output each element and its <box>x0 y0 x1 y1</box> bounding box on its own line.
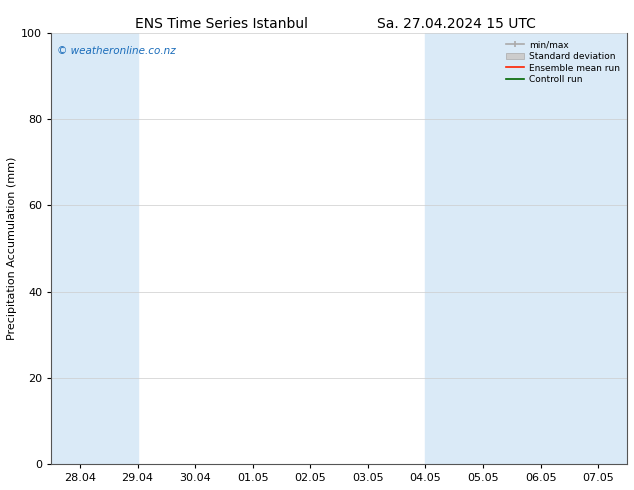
Legend: min/max, Standard deviation, Ensemble mean run, Controll run: min/max, Standard deviation, Ensemble me… <box>503 38 623 87</box>
Text: ENS Time Series Istanbul: ENS Time Series Istanbul <box>136 17 308 31</box>
Bar <box>51 33 138 464</box>
Bar <box>541 33 627 464</box>
Text: Sa. 27.04.2024 15 UTC: Sa. 27.04.2024 15 UTC <box>377 17 536 31</box>
Text: © weatheronline.co.nz: © weatheronline.co.nz <box>57 46 176 56</box>
Y-axis label: Precipitation Accumulation (mm): Precipitation Accumulation (mm) <box>7 157 17 340</box>
Bar <box>425 33 483 464</box>
Bar <box>483 33 541 464</box>
